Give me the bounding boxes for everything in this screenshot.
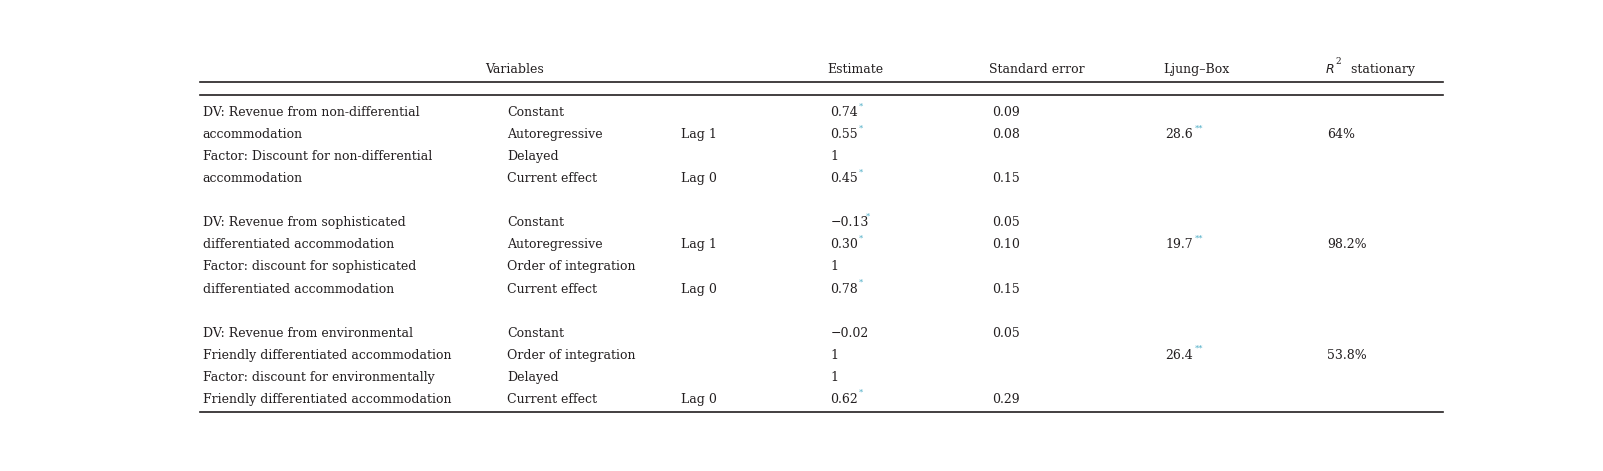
Text: Delayed: Delayed bbox=[507, 150, 559, 163]
Text: Factor: Discount for non-differential: Factor: Discount for non-differential bbox=[204, 150, 433, 163]
Text: *: * bbox=[859, 124, 864, 132]
Text: 98.2%: 98.2% bbox=[1327, 238, 1367, 252]
Text: $R$: $R$ bbox=[1324, 64, 1334, 76]
Text: 0.08: 0.08 bbox=[992, 129, 1020, 141]
Text: *: * bbox=[859, 169, 864, 177]
Text: differentiated accommodation: differentiated accommodation bbox=[204, 238, 394, 252]
Text: 0.05: 0.05 bbox=[992, 217, 1020, 229]
Text: 0.10: 0.10 bbox=[992, 238, 1020, 252]
Text: 1: 1 bbox=[830, 150, 838, 163]
Text: Lag 0: Lag 0 bbox=[681, 283, 717, 295]
Text: DV: Revenue from non-differential: DV: Revenue from non-differential bbox=[204, 106, 420, 119]
Text: 0.30: 0.30 bbox=[830, 238, 858, 252]
Text: *: * bbox=[859, 102, 864, 110]
Text: 28.6: 28.6 bbox=[1165, 129, 1193, 141]
Text: 1: 1 bbox=[830, 371, 838, 383]
Text: Variables: Variables bbox=[484, 64, 543, 76]
Text: Constant: Constant bbox=[507, 106, 564, 119]
Text: −0.13: −0.13 bbox=[830, 217, 869, 229]
Text: Autoregressive: Autoregressive bbox=[507, 238, 603, 252]
Text: Lag 0: Lag 0 bbox=[681, 393, 717, 406]
Text: Current effect: Current effect bbox=[507, 393, 598, 406]
Text: **: ** bbox=[1194, 124, 1202, 132]
Text: 1: 1 bbox=[830, 349, 838, 362]
Text: 1: 1 bbox=[830, 260, 838, 274]
Text: 53.8%: 53.8% bbox=[1327, 349, 1367, 362]
Text: Factor: discount for environmentally: Factor: discount for environmentally bbox=[204, 371, 434, 383]
Text: Lag 0: Lag 0 bbox=[681, 172, 717, 186]
Text: 0.15: 0.15 bbox=[992, 283, 1020, 295]
Text: 19.7: 19.7 bbox=[1165, 238, 1193, 252]
Text: Ljung–Box: Ljung–Box bbox=[1164, 64, 1230, 76]
Text: DV: Revenue from sophisticated: DV: Revenue from sophisticated bbox=[204, 217, 406, 229]
Text: *: * bbox=[859, 235, 864, 243]
Text: −0.02: −0.02 bbox=[830, 326, 869, 340]
Text: 0.62: 0.62 bbox=[830, 393, 858, 406]
Text: 0.05: 0.05 bbox=[992, 326, 1020, 340]
Text: Current effect: Current effect bbox=[507, 172, 598, 186]
Text: DV: Revenue from environmental: DV: Revenue from environmental bbox=[204, 326, 414, 340]
Text: 2: 2 bbox=[1335, 57, 1342, 66]
Text: Lag 1: Lag 1 bbox=[681, 238, 717, 252]
Text: 0.78: 0.78 bbox=[830, 283, 858, 295]
Text: *: * bbox=[866, 212, 870, 220]
Text: 0.15: 0.15 bbox=[992, 172, 1020, 186]
Text: Order of integration: Order of integration bbox=[507, 260, 636, 274]
Text: Current effect: Current effect bbox=[507, 283, 598, 295]
Text: Friendly differentiated accommodation: Friendly differentiated accommodation bbox=[204, 393, 452, 406]
Text: *: * bbox=[859, 389, 864, 397]
Text: 0.55: 0.55 bbox=[830, 129, 858, 141]
Text: Estimate: Estimate bbox=[827, 64, 883, 76]
Text: *: * bbox=[859, 278, 864, 286]
Text: **: ** bbox=[1194, 345, 1202, 353]
Text: 0.09: 0.09 bbox=[992, 106, 1020, 119]
Text: Constant: Constant bbox=[507, 326, 564, 340]
Text: Friendly differentiated accommodation: Friendly differentiated accommodation bbox=[204, 349, 452, 362]
Text: Factor: discount for sophisticated: Factor: discount for sophisticated bbox=[204, 260, 417, 274]
Text: differentiated accommodation: differentiated accommodation bbox=[204, 283, 394, 295]
Text: Autoregressive: Autoregressive bbox=[507, 129, 603, 141]
Text: **: ** bbox=[1194, 235, 1202, 243]
Text: Standard error: Standard error bbox=[989, 64, 1085, 76]
Text: stationary: stationary bbox=[1347, 64, 1415, 76]
Text: Delayed: Delayed bbox=[507, 371, 559, 383]
Text: 64%: 64% bbox=[1327, 129, 1355, 141]
Text: Lag 1: Lag 1 bbox=[681, 129, 717, 141]
Text: 26.4: 26.4 bbox=[1165, 349, 1193, 362]
Text: Order of integration: Order of integration bbox=[507, 349, 636, 362]
Text: accommodation: accommodation bbox=[204, 129, 303, 141]
Text: 0.45: 0.45 bbox=[830, 172, 858, 186]
Text: accommodation: accommodation bbox=[204, 172, 303, 186]
Text: Constant: Constant bbox=[507, 217, 564, 229]
Text: 0.74: 0.74 bbox=[830, 106, 858, 119]
Text: 0.29: 0.29 bbox=[992, 393, 1020, 406]
